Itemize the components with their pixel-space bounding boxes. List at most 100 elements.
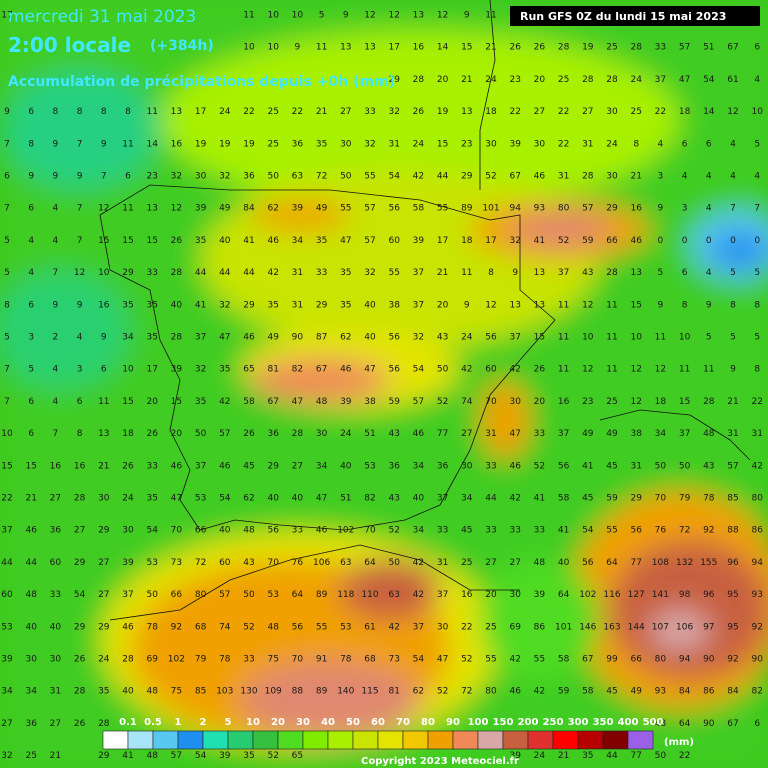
grid-value: 11 bbox=[485, 11, 496, 21]
grid-value: 8 bbox=[125, 107, 131, 117]
grid-value: 38 bbox=[364, 397, 376, 407]
grid-value: 37 bbox=[413, 300, 424, 310]
grid-value: 47 bbox=[171, 494, 182, 504]
grid-value: 50 bbox=[679, 461, 691, 471]
grid-value: 2 bbox=[53, 333, 59, 343]
grid-value: 40 bbox=[122, 687, 134, 697]
grid-value: 33 bbox=[437, 526, 448, 536]
grid-value: 30 bbox=[534, 139, 546, 149]
grid-value: 11 bbox=[606, 365, 617, 375]
grid-value: 12 bbox=[485, 300, 496, 310]
grid-value: 12 bbox=[655, 365, 666, 375]
legend-swatch bbox=[377, 730, 404, 750]
grid-value: 12 bbox=[364, 11, 375, 21]
grid-value: 64 bbox=[292, 590, 304, 600]
grid-value: 84 bbox=[727, 687, 739, 697]
grid-value: 20 bbox=[485, 590, 497, 600]
grid-value: 33 bbox=[50, 590, 61, 600]
grid-value: 32 bbox=[364, 268, 375, 278]
grid-value: 8 bbox=[4, 300, 10, 310]
grid-value: 36 bbox=[437, 461, 449, 471]
grid-value: 22 bbox=[1, 494, 12, 504]
grid-value: 52 bbox=[437, 687, 448, 697]
grid-value: 11 bbox=[122, 139, 133, 149]
grid-value: 12 bbox=[630, 397, 641, 407]
grid-value: 43 bbox=[582, 268, 593, 278]
grid-value: 40 bbox=[364, 300, 376, 310]
grid-value: 39 bbox=[219, 751, 231, 761]
grid-value: 78 bbox=[219, 655, 231, 665]
grid-value: 68 bbox=[195, 622, 207, 632]
grid-value: 48 bbox=[316, 397, 328, 407]
grid-value: 24 bbox=[340, 429, 352, 439]
grid-value: 5 bbox=[658, 268, 664, 278]
grid-value: 35 bbox=[316, 139, 327, 149]
grid-value: 26 bbox=[171, 236, 183, 246]
grid-value: 11 bbox=[146, 107, 157, 117]
grid-value: 70 bbox=[485, 397, 497, 407]
grid-value: 33 bbox=[485, 461, 496, 471]
grid-value: 15 bbox=[122, 236, 133, 246]
grid-value: 85 bbox=[727, 494, 738, 504]
grid-value: 6 bbox=[682, 139, 688, 149]
grid-value: 38 bbox=[630, 429, 642, 439]
grid-value: 49 bbox=[316, 204, 328, 214]
grid-value: 49 bbox=[630, 687, 642, 697]
grid-value: 25 bbox=[630, 107, 641, 117]
grid-value: 30 bbox=[485, 139, 497, 149]
grid-value: 54 bbox=[413, 655, 425, 665]
grid-value: 7 bbox=[101, 172, 107, 182]
grid-value: 40 bbox=[340, 461, 352, 471]
grid-value: 17 bbox=[195, 107, 206, 117]
grid-value: 50 bbox=[388, 558, 400, 568]
grid-value: 46 bbox=[630, 236, 642, 246]
grid-value: 4 bbox=[706, 204, 712, 214]
grid-value: 39 bbox=[292, 204, 304, 214]
grid-value: 61 bbox=[364, 622, 375, 632]
grid-value: 95 bbox=[727, 590, 738, 600]
legend-swatch bbox=[202, 730, 229, 750]
grid-value: 44 bbox=[485, 494, 497, 504]
grid-value: 54 bbox=[195, 751, 207, 761]
grid-value: 12 bbox=[388, 11, 399, 21]
grid-value: 3 bbox=[682, 204, 688, 214]
grid-value: 58 bbox=[413, 204, 425, 214]
grid-value: 42 bbox=[219, 397, 230, 407]
grid-value: 12 bbox=[171, 204, 182, 214]
grid-value: 13 bbox=[534, 268, 545, 278]
grid-value: 27 bbox=[98, 558, 109, 568]
grid-value: 29 bbox=[388, 75, 400, 85]
grid-value: 25 bbox=[461, 558, 472, 568]
grid-value: 10 bbox=[267, 11, 279, 21]
grid-value: 41 bbox=[195, 300, 206, 310]
legend-label: 90 bbox=[446, 717, 460, 728]
grid-value: 89 bbox=[461, 204, 473, 214]
grid-value: 11 bbox=[558, 365, 569, 375]
grid-value: 9 bbox=[658, 204, 664, 214]
grid-value: 34 bbox=[413, 526, 425, 536]
grid-value: 64 bbox=[679, 719, 691, 729]
grid-value: 3 bbox=[658, 172, 664, 182]
grid-value: 31 bbox=[485, 429, 496, 439]
grid-value: 9 bbox=[512, 268, 518, 278]
grid-value: 70 bbox=[292, 655, 304, 665]
grid-value: 52 bbox=[243, 622, 254, 632]
legend-label: 100 bbox=[468, 717, 489, 728]
grid-value: 36 bbox=[50, 526, 62, 536]
grid-value: 31 bbox=[50, 687, 61, 697]
grid-value: 39 bbox=[534, 590, 546, 600]
grid-value: 37 bbox=[509, 333, 520, 343]
legend-swatch bbox=[577, 730, 604, 750]
grid-value: 16 bbox=[413, 43, 425, 53]
grid-value: 79 bbox=[679, 494, 691, 504]
grid-value: 8 bbox=[488, 268, 494, 278]
grid-value: 41 bbox=[558, 526, 569, 536]
grid-value: 62 bbox=[267, 204, 278, 214]
grid-value: 24 bbox=[534, 751, 546, 761]
grid-value: 26 bbox=[509, 43, 521, 53]
grid-value: 8 bbox=[28, 139, 34, 149]
grid-value: 28 bbox=[606, 75, 618, 85]
grid-value: 29 bbox=[461, 172, 473, 182]
grid-value: 10 bbox=[582, 333, 594, 343]
grid-value: 43 bbox=[388, 494, 399, 504]
